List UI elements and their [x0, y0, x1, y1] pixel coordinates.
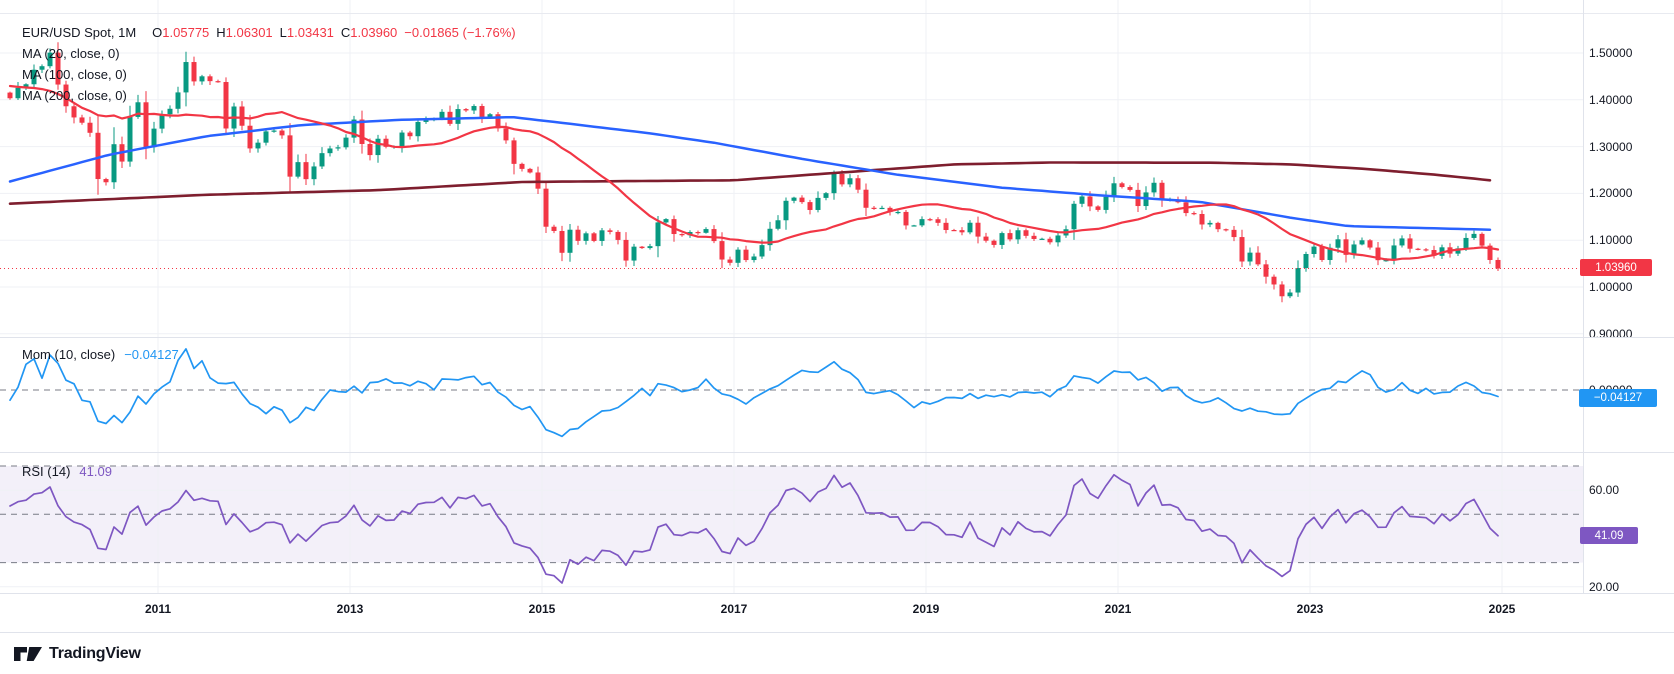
ma20-label: MA (20, close, 0)	[22, 46, 120, 61]
rsi-legend[interactable]: RSI (14) 41.09	[22, 461, 112, 482]
price-axis-label: 1.10000	[1589, 233, 1633, 248]
ma200-label: MA (200, close, 0)	[22, 88, 127, 103]
time-axis-label: 2013	[336, 602, 364, 616]
time-axis-label: 2011	[144, 602, 172, 616]
last-price-tag: 1.03960	[1580, 259, 1652, 276]
ohlc-close-value: 1.03960	[350, 25, 398, 40]
symbol-title: EUR/USD Spot, 1M	[22, 25, 137, 40]
rsi-axis-label: 20.00	[1589, 579, 1620, 594]
rsi-value: 41.09	[79, 464, 112, 479]
ma20-legend[interactable]: MA (20, close, 0)	[22, 43, 120, 64]
price-axis-label: 1.40000	[1589, 92, 1633, 107]
tradingview-logo-icon[interactable]	[14, 644, 42, 664]
time-axis-label: 2023	[1296, 602, 1324, 616]
ohlc-high-value: 1.06301	[225, 25, 273, 40]
ma200-legend[interactable]: MA (200, close, 0)	[22, 85, 127, 106]
rsi-value-tag: 41.09	[1580, 527, 1638, 544]
pane-top-border	[0, 13, 1674, 14]
ma100-legend[interactable]: MA (100, close, 0)	[22, 64, 127, 85]
price-axis-border	[1583, 0, 1584, 593]
price-axis-label: 1.30000	[1589, 139, 1633, 154]
ohlc-high-label: H	[216, 25, 226, 40]
time-axis-label: 2015	[528, 602, 556, 616]
momentum-value-tag: −0.04127	[1579, 389, 1657, 407]
rsi-axis-label: 60.00	[1589, 483, 1620, 498]
price-pane[interactable]	[0, 0, 1583, 337]
ohlc-open-value: 1.05775	[162, 25, 210, 40]
tradingview-brand-text[interactable]: TradingView	[49, 644, 141, 662]
pane-separator[interactable]	[0, 452, 1674, 453]
momentum-legend[interactable]: Mom (10, close) −0.04127	[22, 344, 179, 365]
ohlc-close-label: C	[340, 25, 351, 40]
rsi-label: RSI (14)	[22, 464, 71, 479]
time-axis-top-border	[0, 593, 1674, 594]
main-legend[interactable]: EUR/USD Spot, 1M O1.05775 H1.06301 L1.03431…	[22, 22, 516, 43]
time-axis-label: 2019	[912, 602, 940, 616]
ma100-label: MA (100, close, 0)	[22, 67, 127, 82]
momentum-label: Mom (10, close)	[22, 347, 116, 362]
price-axis-label: 0.90000	[1589, 326, 1633, 341]
price-axis-label: 1.00000	[1589, 280, 1633, 294]
pane-separator[interactable]	[0, 337, 1674, 338]
momentum-value: −0.04127	[124, 347, 179, 362]
price-axis-label: 1.20000	[1589, 186, 1633, 201]
time-axis-label: 2017	[720, 602, 748, 616]
footer: TradingView	[0, 632, 1674, 674]
rsi-pane[interactable]	[0, 452, 1583, 593]
price-axis-label: 1.50000	[1589, 46, 1633, 60]
change-value: −0.01865 (−1.76%)	[404, 25, 516, 40]
time-axis-label: 2025	[1488, 602, 1516, 616]
momentum-pane[interactable]	[0, 337, 1583, 452]
ohlc-low-value: 1.03431	[286, 25, 334, 40]
ohlc-open-label: O	[152, 25, 163, 40]
ohlc-low-label: L	[279, 25, 287, 40]
time-axis[interactable]: 2011 2013 2015 2017 2019 2021 2023 2025	[0, 593, 1674, 632]
time-axis-label: 2021	[1104, 602, 1132, 616]
